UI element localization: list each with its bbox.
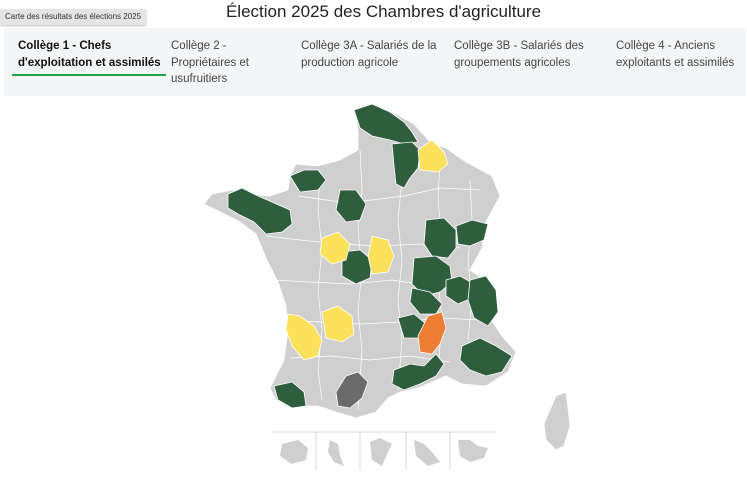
tab-label-line: Collège 2 - <box>171 40 227 52</box>
dept-green <box>423 217 457 259</box>
tab-label-line: groupements agricoles <box>454 56 571 69</box>
dept-yellow <box>417 139 449 173</box>
tab-label-line: Collège 3A - Salariés de la <box>301 40 437 52</box>
tab-college-3a[interactable]: Collège 3A - Salariés de la production a… <box>301 38 437 71</box>
martinique-shape <box>414 440 440 466</box>
tab-label-line: Collège 4 - Anciens <box>616 40 716 52</box>
dept-green <box>459 337 513 377</box>
active-tab-indicator <box>12 74 166 76</box>
green-departments <box>227 103 513 409</box>
tab-label-line: d'exploitation et assimilés <box>18 56 161 69</box>
page-title: Élection 2025 des Chambres d'agriculture <box>225 2 542 21</box>
dept-green <box>341 249 373 285</box>
dept-green <box>467 275 499 327</box>
tab-label-line: Collège 3B - Salariés des <box>454 40 584 52</box>
college-tabs: Collège 1 - Chefs d'exploitation et assi… <box>4 28 746 96</box>
dept-green <box>227 187 293 235</box>
tab-label-line: Collège 1 - Chefs <box>18 40 112 52</box>
france-map <box>203 103 571 470</box>
dept-yellow <box>319 231 351 265</box>
dept-green <box>273 381 307 409</box>
corsica <box>543 391 571 451</box>
mayotte-shape <box>328 440 344 466</box>
dept-green <box>289 169 327 193</box>
dept-green <box>353 103 419 145</box>
tab-college-1[interactable]: Collège 1 - Chefs d'exploitation et assi… <box>18 38 161 71</box>
dept-yellow <box>285 313 323 361</box>
tab-college-2[interactable]: Collège 2 - Propriétaires et usufruitier… <box>171 38 249 88</box>
guyane-shape <box>458 440 488 462</box>
tab-label-line: usufruitiers <box>171 73 228 85</box>
tab-college-3b[interactable]: Collège 3B - Salariés des groupements ag… <box>454 38 584 71</box>
tab-label-line: Propriétaires et <box>171 56 249 69</box>
dept-yellow <box>367 235 395 275</box>
dept-green <box>391 353 445 391</box>
dept-orange <box>417 311 447 355</box>
dept-dark-gray <box>335 371 369 409</box>
dept-yellow <box>321 305 355 343</box>
dept-green <box>455 219 489 247</box>
dept-green <box>391 141 421 189</box>
reunion-shape <box>280 440 308 464</box>
overseas-row <box>272 431 496 470</box>
guadeloupe-shape <box>370 438 392 466</box>
yellow-departments <box>285 139 449 361</box>
map-tooltip: Carte des résultats des élections 2025 <box>0 9 147 25</box>
tab-college-4[interactable]: Collège 4 - Anciens exploitants et assim… <box>616 38 734 71</box>
dept-green <box>335 189 367 223</box>
tab-label-line: exploitants et assimilés <box>616 56 735 69</box>
tab-label-line: production agricole <box>301 56 399 69</box>
